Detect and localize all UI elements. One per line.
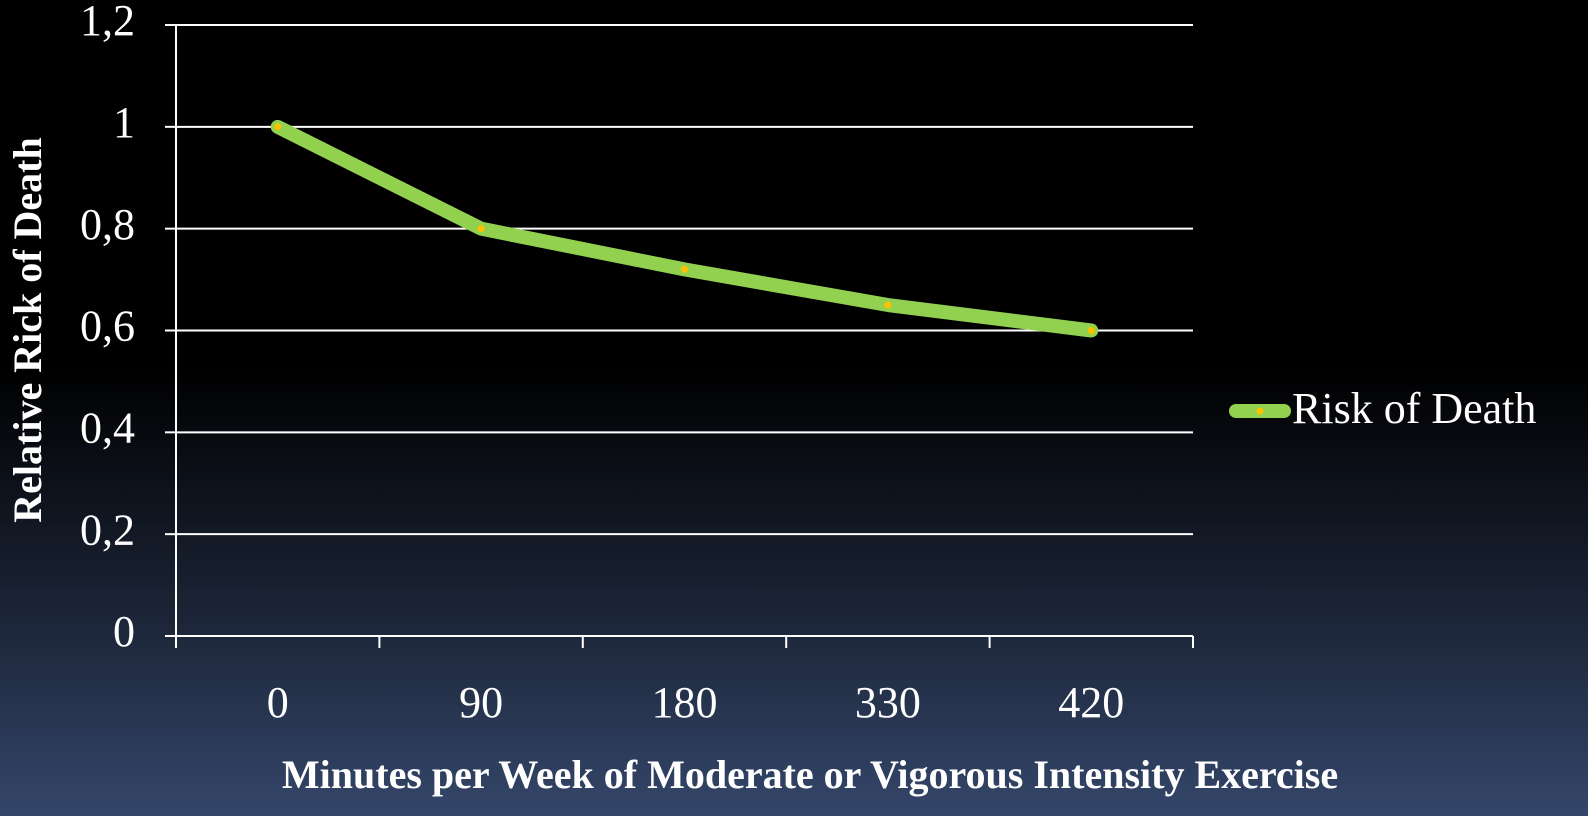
y-tick-label: 1: [113, 98, 135, 147]
x-tick-label: 90: [459, 678, 503, 727]
data-point: [884, 301, 892, 309]
data-point: [1087, 327, 1095, 334]
legend-label: Risk of Death: [1292, 384, 1536, 433]
y-tick-label: 0,8: [80, 200, 135, 249]
x-axis-label: Minutes per Week of Moderate or Vigorous…: [282, 752, 1338, 797]
y-tick-label: 0: [113, 607, 135, 656]
legend-marker: [1256, 407, 1264, 415]
y-axis-label: Relative Rick of Death: [5, 137, 50, 522]
data-point: [274, 123, 282, 131]
y-tick-label: 0,6: [80, 302, 135, 351]
x-tick-label: 420: [1058, 678, 1124, 727]
x-tick-label: 0: [267, 678, 289, 727]
y-tick-label: 0,2: [80, 505, 135, 554]
y-tick-label: 1,2: [80, 0, 135, 45]
data-point: [681, 265, 688, 273]
y-tick-label: 0,4: [80, 403, 135, 452]
x-tick-label: 330: [855, 678, 921, 727]
data-point: [477, 225, 485, 233]
x-tick-label: 180: [652, 678, 718, 727]
